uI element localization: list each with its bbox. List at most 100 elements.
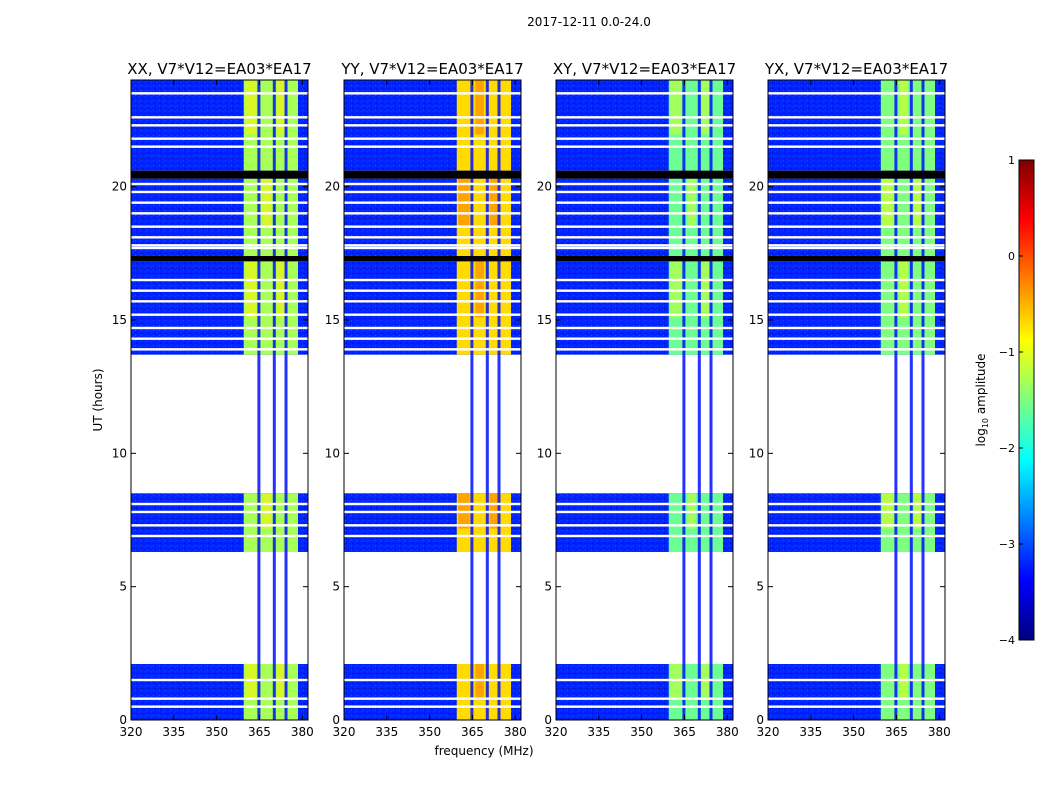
x-tick-label: 320 — [333, 725, 356, 739]
x-tick-label: 380 — [504, 725, 527, 739]
flagged-line — [344, 116, 521, 119]
flagged-line — [768, 524, 945, 527]
flagged-line — [131, 337, 308, 340]
y-tick-label: 10 — [537, 446, 552, 460]
flagged-line — [768, 124, 945, 127]
flagged-line — [768, 137, 945, 140]
channel-gap — [909, 80, 913, 720]
flagged-line — [556, 244, 733, 247]
flagged-line — [768, 337, 945, 340]
flagged-line — [768, 510, 945, 514]
flagged-line — [344, 705, 521, 708]
flagged-line — [556, 289, 733, 292]
flagged-line — [768, 246, 945, 250]
colorbar-tick-label: −3 — [999, 538, 1015, 551]
panel-title: XX, V7*V12=EA03*EA17 — [127, 60, 311, 78]
flagged-line — [768, 116, 945, 119]
flagged-line — [344, 124, 521, 127]
flagged-line — [768, 289, 945, 292]
flagged-line — [556, 116, 733, 119]
flagged-line — [768, 182, 945, 186]
channel-gap — [284, 80, 288, 720]
panel-title: YY, V7*V12=EA03*EA17 — [340, 60, 523, 78]
flagged-line — [768, 225, 945, 228]
y-tick-label: 5 — [119, 580, 127, 594]
flagged-line — [556, 225, 733, 228]
flagged-line — [556, 705, 733, 708]
flagged-line — [768, 534, 945, 538]
flagged-line — [131, 705, 308, 708]
flagged-line — [131, 137, 308, 140]
flagged-line — [131, 300, 308, 303]
y-tick-label: 0 — [756, 713, 764, 727]
y-tick-label: 0 — [332, 713, 340, 727]
flagged-line — [768, 348, 945, 351]
flagged-line — [344, 92, 521, 95]
segment-separator — [131, 170, 308, 179]
flagged-line — [768, 212, 945, 215]
channel-gap — [697, 80, 701, 720]
flagged-line — [131, 236, 308, 239]
flagged-line — [768, 236, 945, 239]
rfi-band — [456, 664, 512, 720]
flagged-line — [768, 326, 945, 330]
flagged-line — [768, 92, 945, 95]
flagged-line — [344, 246, 521, 250]
flagged-line — [556, 124, 733, 127]
panel-2: YY, V7*V12=EA03*EA17 320 335 350 365 380 0 5 10 1… — [325, 60, 527, 739]
channel-gap — [921, 80, 925, 720]
segment-separator — [131, 256, 308, 262]
flagged-line — [131, 524, 308, 527]
panel-frame — [555, 79, 734, 721]
y-tick-label: 15 — [537, 313, 552, 327]
colorbar-gradient — [1018, 159, 1035, 641]
flagged-line — [131, 697, 308, 700]
flagged-line — [131, 201, 308, 204]
flagged-line — [556, 337, 733, 340]
panel-title: YX, V7*V12=EA03*EA17 — [764, 60, 948, 78]
flagged-line — [344, 278, 521, 282]
x-tick-label: 335 — [162, 725, 185, 739]
x-tick-label: 335 — [375, 725, 398, 739]
y-tick-label: 15 — [325, 313, 340, 327]
y-tick-label: 20 — [749, 180, 764, 194]
flagged-line — [768, 145, 945, 148]
colorbar-tick-label: −1 — [999, 346, 1015, 359]
x-tick-label: 320 — [545, 725, 568, 739]
y-axis-label: UT (hours) — [91, 368, 105, 431]
panel-frame — [130, 79, 309, 721]
x-tick-label: 365 — [673, 725, 696, 739]
colorbar: 1 0 −1 −2 −3 −4 log10 amplitude — [974, 154, 1035, 647]
segment-separator — [556, 170, 733, 179]
channel-gap — [272, 80, 276, 720]
flagged-line — [768, 502, 945, 506]
flagged-line — [556, 246, 733, 250]
flagged-line — [131, 246, 308, 250]
y-tick-label: 5 — [544, 580, 552, 594]
colorbar-tick-label: 0 — [1008, 250, 1015, 263]
flagged-line — [768, 697, 945, 700]
flagged-line — [768, 300, 945, 303]
flagged-line — [556, 137, 733, 140]
x-tick-label: 350 — [418, 725, 441, 739]
rfi-band — [456, 261, 512, 355]
flagged-line — [556, 326, 733, 330]
flagged-line — [344, 182, 521, 186]
flagged-line — [768, 201, 945, 204]
flagged-line — [556, 300, 733, 303]
channel-gap — [894, 80, 898, 720]
flagged-line — [344, 678, 521, 682]
x-tick-label: 380 — [291, 725, 314, 739]
flagged-line — [344, 348, 521, 351]
flagged-line — [344, 510, 521, 514]
flagged-line — [131, 190, 308, 194]
flagged-line — [344, 326, 521, 330]
y-tick-label: 10 — [749, 446, 764, 460]
channel-gap — [709, 80, 713, 720]
figure-suptitle: 2017-12-11 0.0-24.0 — [527, 15, 651, 29]
flagged-line — [344, 697, 521, 700]
flagged-line — [131, 116, 308, 119]
flagged-line — [344, 244, 521, 247]
flagged-line — [556, 278, 733, 282]
channel-gap — [470, 80, 474, 720]
